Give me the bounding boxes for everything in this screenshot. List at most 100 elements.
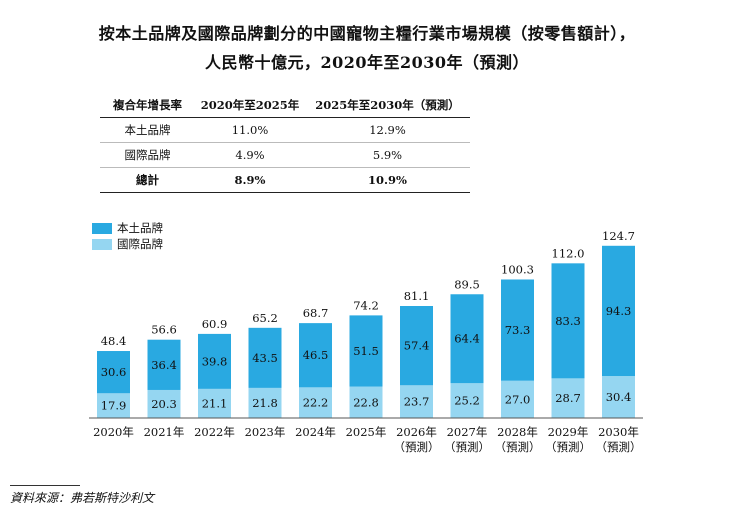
cagr-header-label: 複合年增長率: [100, 93, 195, 118]
bar-international: [501, 380, 534, 418]
data-label-domestic: 39.8: [202, 354, 228, 368]
chart-legend: 本土品牌 國際品牌: [92, 220, 163, 252]
bar-domestic: [248, 327, 282, 388]
x-tick-label: 2020年: [93, 425, 134, 439]
x-tick-forecast-label: （預測）: [444, 440, 490, 454]
bar-domestic: [400, 306, 433, 386]
data-label-total: 81.1: [404, 289, 430, 303]
bar-domestic: [299, 323, 332, 388]
x-tick-forecast-label: （預測）: [545, 440, 591, 454]
bar-domestic: [349, 315, 383, 387]
table-row: 本土品牌 11.0% 12.9%: [100, 117, 470, 143]
data-label-total: 74.2: [353, 298, 379, 312]
data-label-domestic: 73.3: [505, 323, 531, 337]
cagr-value: 10.9%: [305, 167, 470, 193]
bar-international: [248, 387, 282, 418]
data-label-total: 65.2: [252, 311, 278, 325]
legend-item-international: 國際品牌: [92, 236, 163, 252]
bar-international: [147, 389, 181, 418]
legend-label-international: 國際品牌: [117, 237, 163, 251]
bar-international: [97, 393, 130, 418]
x-tick-label: 2028年: [497, 425, 538, 439]
cagr-value: 4.9%: [195, 142, 305, 168]
bar-international: [450, 383, 484, 418]
x-tick-forecast-label: （預測）: [495, 440, 541, 454]
data-label-total: 56.6: [151, 323, 177, 337]
legend-item-domestic: 本土品牌: [92, 220, 163, 236]
legend-swatch-domestic: [92, 222, 112, 234]
data-label-domestic: 36.4: [151, 358, 177, 372]
cagr-row-label: 本土品牌: [100, 117, 195, 143]
x-tick-label: 2027年: [447, 425, 488, 439]
bar-domestic: [147, 339, 181, 390]
data-label-domestic: 57.4: [404, 339, 430, 353]
x-tick-label: 2021年: [144, 425, 185, 439]
cagr-header-period2: 2025年至2030年（預測）: [305, 93, 470, 118]
data-label-total: 100.3: [501, 262, 534, 276]
data-label-international: 21.1: [202, 396, 228, 410]
x-tick-label: 2025年: [346, 425, 387, 439]
data-label-total: 89.5: [454, 277, 480, 291]
source-divider: [10, 485, 80, 486]
data-label-international: 22.8: [353, 395, 379, 409]
bar-international: [198, 388, 231, 418]
data-label-total: 60.9: [202, 317, 228, 331]
cagr-header-row: 複合年增長率 2020年至2025年 2025年至2030年（預測）: [100, 93, 470, 118]
bar-international: [299, 387, 332, 418]
data-label-international: 23.7: [404, 395, 430, 409]
cagr-header-period1: 2020年至2025年: [195, 93, 305, 118]
data-label-total: 112.0: [552, 246, 585, 260]
bar-domestic: [501, 279, 534, 381]
cagr-row-label: 總計: [100, 167, 195, 193]
bar-domestic: [450, 294, 484, 384]
data-label-domestic: 51.5: [353, 344, 379, 358]
bar-international: [400, 385, 433, 418]
table-row: 國際品牌 4.9% 5.9%: [100, 142, 470, 168]
legend-label-domestic: 本土品牌: [117, 221, 163, 235]
data-label-domestic: 30.6: [101, 365, 127, 379]
bar-international: [551, 378, 585, 418]
chart-title-line1: 按本土品牌及國際品牌劃分的中國寵物主糧行業市場規模（按零售額計），: [98, 24, 636, 43]
cagr-value: 11.0%: [195, 117, 305, 143]
x-tick-label: 2022年: [194, 425, 235, 439]
data-label-international: 25.2: [454, 394, 480, 408]
x-tick-forecast-label: （預測）: [596, 440, 642, 454]
x-tick-label: 2024年: [295, 425, 336, 439]
bar-international: [349, 386, 383, 418]
data-label-domestic: 83.3: [555, 314, 581, 328]
bar-domestic: [198, 333, 231, 389]
data-label-international: 17.9: [101, 399, 127, 413]
source-note: 資料來源：弗若斯特沙利文: [10, 491, 155, 505]
bar-international: [602, 376, 635, 418]
data-label-international: 22.2: [303, 396, 329, 410]
x-tick-label: 2023年: [245, 425, 286, 439]
chart-title-line2: 人民幣十億元，2020年至2030年（預測）: [204, 53, 530, 72]
cagr-value: 8.9%: [195, 167, 305, 193]
bar-domestic: [97, 351, 130, 394]
data-label-domestic: 43.5: [252, 351, 278, 365]
data-label-domestic: 64.4: [454, 332, 480, 346]
data-label-domestic: 46.5: [303, 348, 329, 362]
cagr-row-label: 國際品牌: [100, 142, 195, 168]
x-tick-label: 2026年: [396, 425, 437, 439]
x-tick-forecast-label: （預測）: [394, 440, 440, 454]
data-label-total: 124.7: [602, 229, 635, 243]
table-row-total: 總計 8.9% 10.9%: [100, 167, 470, 193]
data-label-total: 48.4: [101, 334, 127, 348]
legend-swatch-international: [92, 238, 112, 250]
data-label-international: 20.3: [151, 397, 177, 411]
cagr-value: 5.9%: [305, 142, 470, 168]
data-label-international: 30.4: [606, 390, 632, 404]
cagr-value: 12.9%: [305, 117, 470, 143]
data-label-total: 68.7: [303, 306, 329, 320]
bar-domestic: [602, 245, 635, 377]
data-label-international: 21.8: [252, 396, 278, 410]
cagr-table: 複合年增長率 2020年至2025年 2025年至2030年（預測） 本土品牌 …: [100, 93, 470, 193]
data-label-international: 27.0: [505, 392, 531, 406]
data-label-domestic: 94.3: [606, 304, 632, 318]
x-tick-label: 2029年: [548, 425, 589, 439]
x-tick-label: 2030年: [598, 425, 639, 439]
data-label-international: 28.7: [555, 391, 581, 405]
bar-domestic: [551, 263, 585, 379]
